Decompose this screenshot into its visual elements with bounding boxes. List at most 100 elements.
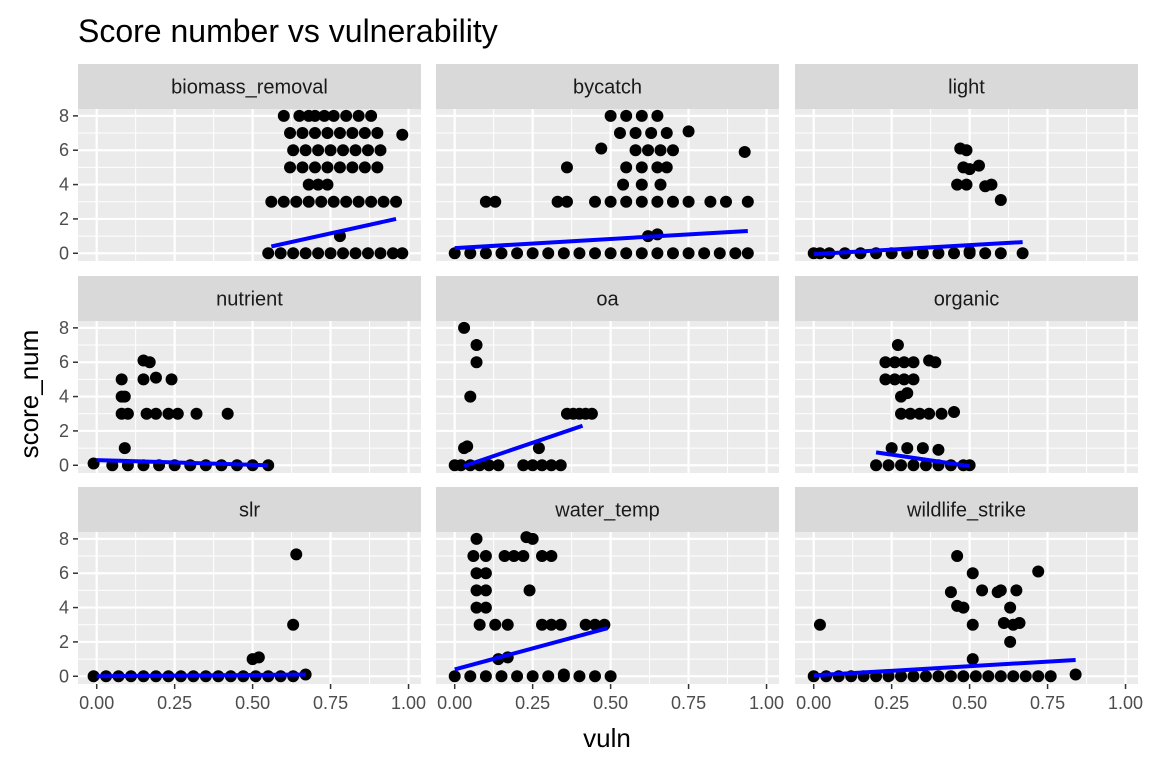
x-tick-label: 1.00 [391,693,426,713]
data-point [882,459,895,472]
data-point [287,247,300,260]
data-point [473,618,486,631]
data-point [517,459,530,472]
data-point [489,195,502,208]
data-point [448,247,461,260]
facet-strip [795,487,1138,532]
data-point [935,407,948,420]
data-point [907,459,920,472]
data-point [895,459,908,472]
data-point [870,459,883,472]
data-point [960,144,973,157]
data-point [589,247,602,260]
data-point [121,407,134,420]
data-point [589,670,602,683]
data-point [312,178,325,191]
data-point [729,247,742,260]
data-point [738,145,751,158]
data-point [337,144,350,157]
data-point [349,144,362,157]
data-point [140,407,153,420]
data-point [315,195,328,208]
data-point [682,125,695,138]
data-point [321,178,334,191]
data-point [991,586,1004,599]
data-point [511,670,524,683]
y-tick-label: 4 [59,175,69,195]
data-point [951,178,964,191]
data-point [604,247,617,260]
facet-strip [795,276,1138,321]
y-tick-label: 4 [59,387,69,407]
data-point [620,195,633,208]
data-point [635,195,648,208]
data-point [944,586,957,599]
data-point [327,109,340,122]
data-point [879,356,892,369]
scatter-points [870,339,976,472]
linear-fit-line [270,216,397,249]
y-tick-label: 0 [59,243,69,263]
data-point [542,670,555,683]
data-point [885,442,898,455]
facet-strip-label: bycatch [573,77,642,99]
data-point [904,407,917,420]
data-point [162,407,175,420]
data-point [337,247,350,260]
chart-title: Score number vs vulnerability [78,13,498,49]
data-point [545,618,558,631]
data-point [560,161,573,174]
data-point [454,459,467,472]
scatter-points [448,109,754,260]
data-point [149,371,162,384]
data-point [948,247,961,260]
data-point [333,127,346,140]
x-tick-label: 0.75 [313,693,348,713]
data-point [374,247,387,260]
data-point [704,195,717,208]
data-point [620,109,633,122]
data-point [327,195,340,208]
facet-strip-label: water_temp [554,500,660,522]
data-point [536,459,549,472]
data-point [994,247,1007,260]
data-point [536,618,549,631]
data-point [888,373,901,386]
data-point [374,144,387,157]
facet-strip [78,487,421,532]
data-point [489,618,502,631]
data-point [483,459,496,472]
data-point [951,550,964,563]
data-point [604,109,617,122]
data-point [891,339,904,352]
data-point [293,109,306,122]
data-point [526,247,539,260]
data-point [171,407,184,420]
data-point [190,407,203,420]
data-point [929,356,942,369]
data-point [1019,670,1032,683]
data-point [573,247,586,260]
data-point [277,109,290,122]
facet-strip-label: slr [239,500,260,522]
data-point [997,617,1010,630]
y-tick-label: 6 [59,563,69,583]
data-point [479,247,492,260]
data-point [660,127,673,140]
facet-panels: biomass_removal 0 2 4 6 8 bycatch light nutrient… [59,64,1143,713]
data-point [1032,670,1045,683]
data-point [879,373,892,386]
facet-strip [78,64,421,109]
data-point [324,144,337,157]
data-point [1032,565,1045,578]
data-point [340,195,353,208]
data-point [948,406,961,419]
y-tick-label: 6 [59,352,69,372]
data-point [895,670,908,683]
data-point [308,127,321,140]
data-point [361,144,374,157]
y-tick-label: 0 [59,666,69,686]
data-point [115,373,128,386]
linear-fit-line [454,228,748,251]
data-point [957,601,970,614]
